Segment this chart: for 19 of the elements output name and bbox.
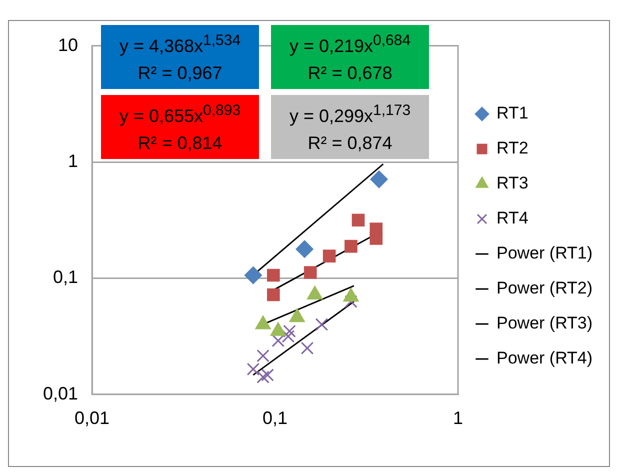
legend-label: RT3 [496, 174, 528, 193]
y-tick-label: 0,01 [42, 383, 78, 404]
legend-label: Power (RT2) [496, 278, 593, 298]
annotation: y = 0,219x$^{0,684}$ R² = 0,678 [271, 27, 429, 87]
y-tick-label: 1 [68, 150, 78, 171]
legend-label: RT1 [496, 104, 528, 123]
legend-label: Power (RT1) [496, 244, 593, 263]
x-tick-label: 0,1 [262, 408, 288, 428]
x-tick-label: 1 [452, 408, 464, 428]
annotation: y = 0,299x$^{1,173}$ R² = 0,874 [271, 97, 429, 157]
annotation: y = 4,368x$^{1,534}$ R² = 0,967 [101, 27, 259, 87]
x-tick-label: 0,01 [74, 408, 110, 428]
legend-label: RT2 [496, 138, 528, 158]
legend-label: RT4 [496, 208, 528, 228]
y-tick-label: 0,1 [53, 267, 78, 288]
y-tick-label: 10 [58, 34, 78, 55]
legend-label: Power (RT3) [496, 314, 593, 333]
legend-label: Power (RT4) [496, 348, 593, 368]
annotation: y = 0,655x$^{0,893}$ R² = 0,814 [101, 97, 259, 157]
